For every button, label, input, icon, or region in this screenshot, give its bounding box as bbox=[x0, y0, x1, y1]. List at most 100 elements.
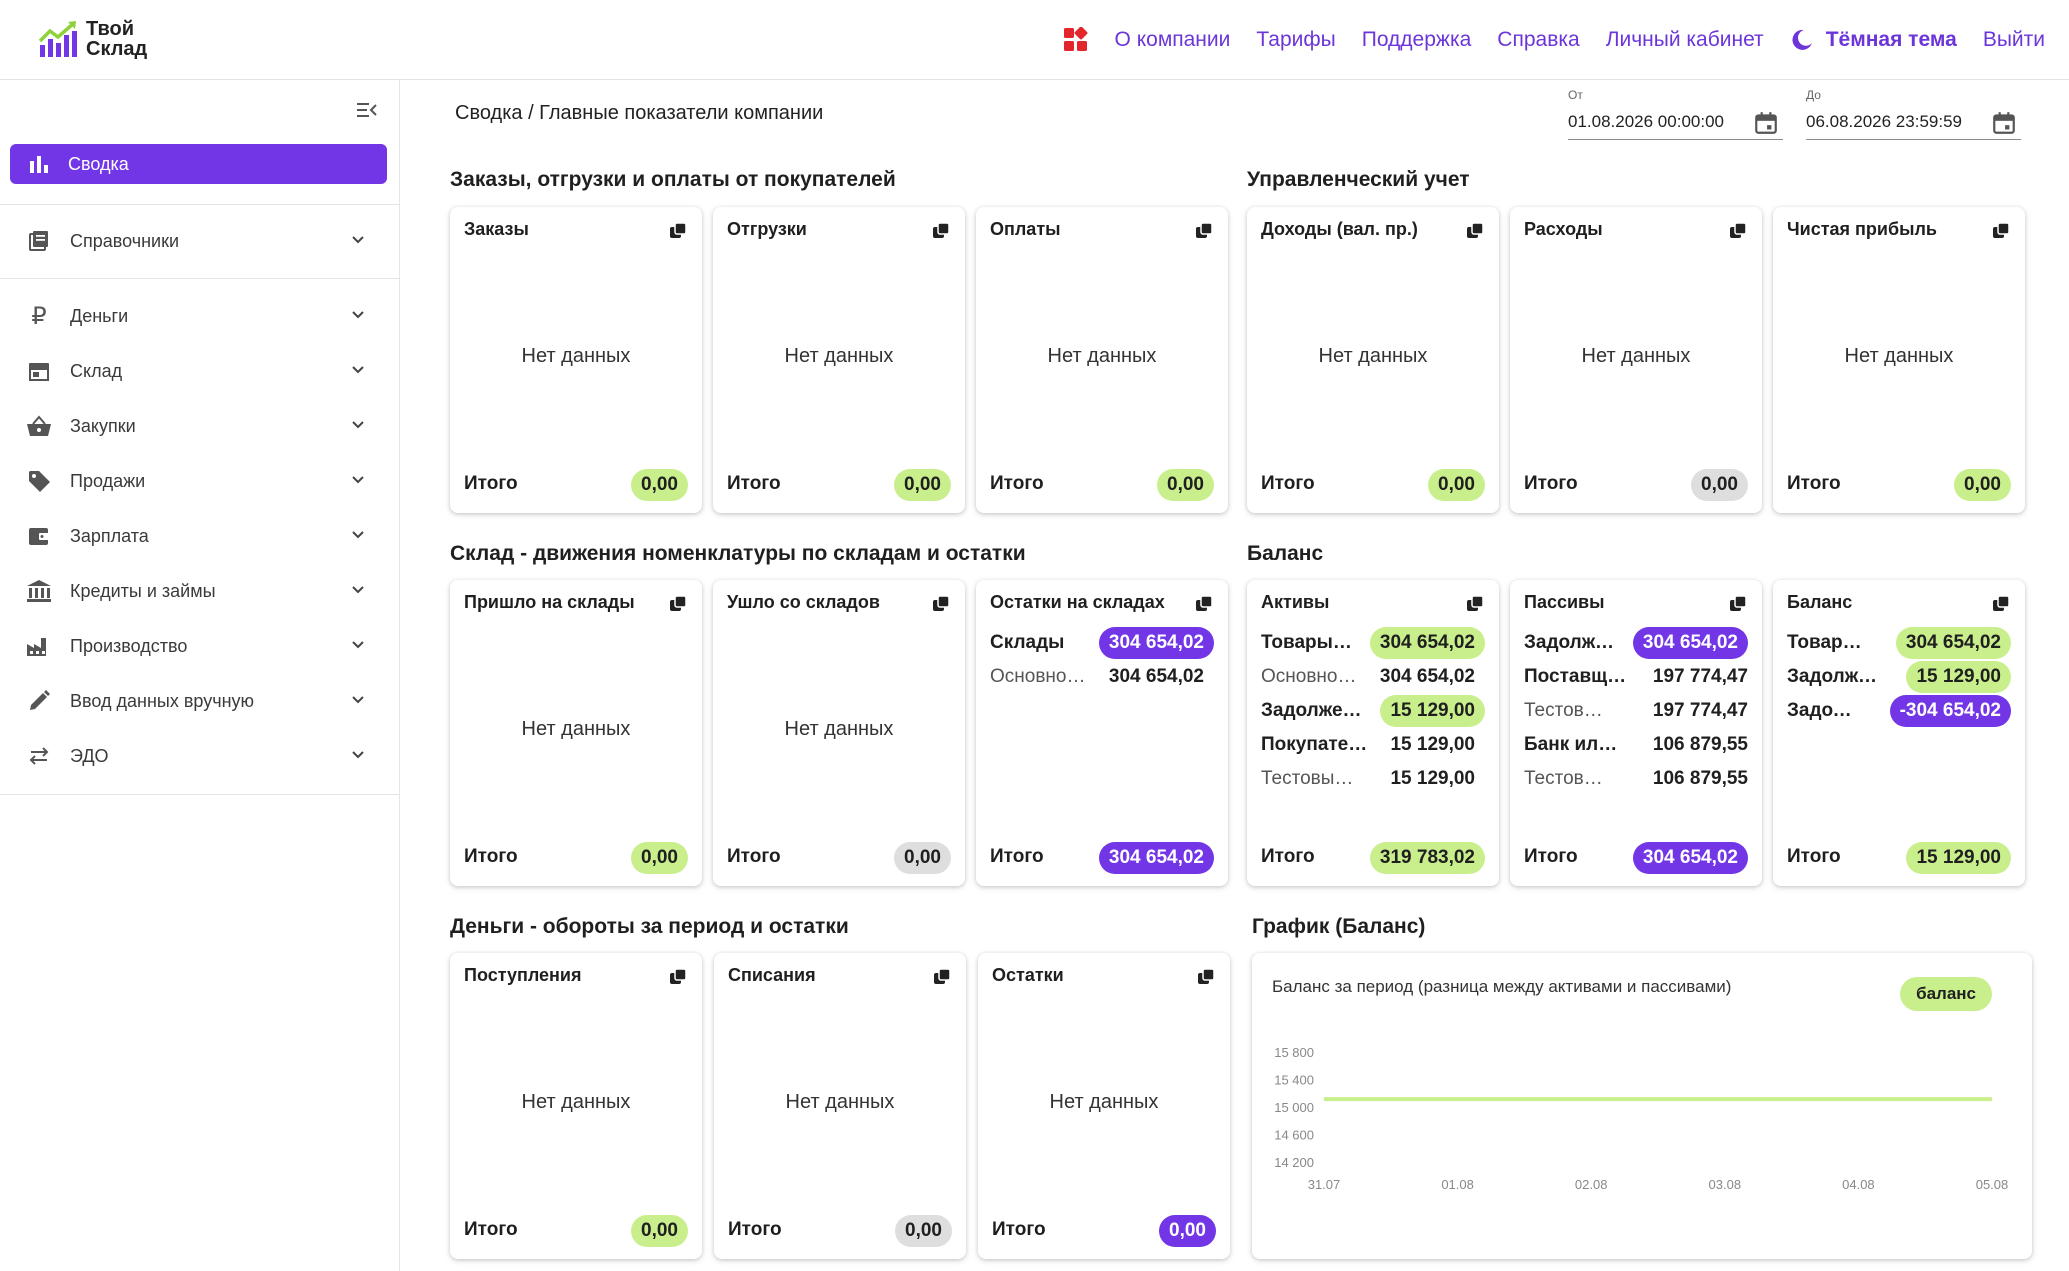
sidebar-item-label: Производство bbox=[70, 635, 188, 656]
sidebar-item-manual-input[interactable]: Ввод данных вручную bbox=[0, 676, 400, 726]
top-header: Твой Склад О компании Тарифы Поддержка С… bbox=[0, 0, 2069, 80]
x-tick-label: 01.08 bbox=[1441, 1177, 1474, 1192]
total-label: Итого bbox=[727, 473, 781, 494]
sidebar-item-warehouse[interactable]: Склад bbox=[0, 346, 400, 396]
expand-icon[interactable] bbox=[1991, 221, 2011, 241]
date-from-value[interactable]: 01.08.2026 00:00:00 bbox=[1568, 112, 1724, 131]
card-title: Расходы bbox=[1524, 219, 1603, 239]
sidebar-item-summary[interactable]: Сводка bbox=[10, 144, 387, 184]
sidebar-item-edo[interactable]: ЭДО bbox=[0, 731, 400, 781]
card-title: Доходы (вал. пр.) bbox=[1261, 219, 1418, 239]
nav-tariffs-link[interactable]: Тарифы bbox=[1256, 28, 1336, 51]
date-to-field[interactable]: До 06.08.2026 23:59:59 bbox=[1806, 88, 2021, 140]
breadcrumb: Сводка / Главные показатели компании bbox=[455, 102, 824, 124]
total-label: Итого bbox=[1787, 846, 1841, 867]
sidebar-item-references[interactable]: Справочники bbox=[0, 216, 400, 266]
total-badge: 304 654,02 bbox=[1098, 842, 1214, 874]
no-data-text: Нет данных bbox=[784, 345, 894, 367]
sidebar-item-label: Справочники bbox=[70, 230, 180, 251]
sidebar-item-credits[interactable]: Кредиты и займы bbox=[0, 566, 400, 616]
dark-theme-toggle[interactable]: Тёмная тема bbox=[1790, 28, 1957, 52]
sidebar-item-label: Склад bbox=[70, 360, 123, 381]
expand-icon[interactable] bbox=[668, 221, 688, 241]
total-label: Итого bbox=[1524, 473, 1578, 494]
expand-icon[interactable] bbox=[1194, 594, 1214, 614]
no-data-text: Нет данных bbox=[521, 1091, 631, 1113]
nav-support-link[interactable]: Поддержка bbox=[1361, 28, 1472, 51]
nav-about-link[interactable]: О компании bbox=[1114, 28, 1231, 51]
total-badge: 0,00 bbox=[631, 1215, 688, 1247]
x-tick-label: 02.08 bbox=[1575, 1177, 1608, 1192]
expand-icon[interactable] bbox=[1728, 221, 1748, 241]
total-badge: 0,00 bbox=[1428, 469, 1485, 501]
expand-icon[interactable] bbox=[932, 967, 952, 987]
calendar-icon[interactable] bbox=[1753, 110, 1779, 136]
nav-help-link[interactable]: Справка bbox=[1497, 28, 1580, 51]
card-title: Ушло со складов bbox=[727, 592, 880, 612]
card-money-rest: Остатки Нет данных Итого 0,00 bbox=[978, 953, 1230, 1259]
expand-icon[interactable] bbox=[1196, 967, 1216, 987]
logo-line-2: Склад bbox=[86, 38, 148, 60]
sidebar-item-production[interactable]: Производство bbox=[0, 621, 400, 671]
sidebar-item-salary[interactable]: Зарплата bbox=[0, 511, 400, 561]
x-tick-label: 03.08 bbox=[1709, 1177, 1742, 1192]
card-stock-rest: Остатки на складах Склады 304 654,02 Осно… bbox=[976, 580, 1228, 886]
calendar-icon[interactable] bbox=[1991, 110, 2017, 136]
total-label: Итого bbox=[727, 846, 781, 867]
total-label: Итого bbox=[990, 473, 1044, 494]
card-money-out: Списания Нет данных Итого 0,00 bbox=[714, 953, 966, 1259]
expand-icon[interactable] bbox=[1194, 221, 1214, 241]
expand-icon[interactable] bbox=[931, 594, 951, 614]
expand-icon[interactable] bbox=[668, 967, 688, 987]
nav-account-link[interactable]: Личный кабинет bbox=[1605, 28, 1764, 51]
bank-icon bbox=[26, 578, 52, 604]
sidebar-item-money[interactable]: ₽ Деньги bbox=[0, 291, 400, 341]
sidebar-divider bbox=[0, 204, 400, 205]
chevron-down-icon bbox=[352, 311, 364, 319]
sidebar-item-purchases[interactable]: Закупки bbox=[0, 401, 400, 451]
card-row: Основной склад 304 654,02 bbox=[1261, 660, 1485, 694]
row-value-badge: 304 654,02 bbox=[1098, 627, 1214, 659]
sidebar-item-label: ЭДО bbox=[70, 745, 109, 766]
expand-icon[interactable] bbox=[1465, 594, 1485, 614]
sidebar-item-label: Закупки bbox=[70, 415, 136, 436]
no-data-text: Нет данных bbox=[784, 718, 894, 740]
y-tick-label: 15 000 bbox=[1274, 1100, 1314, 1115]
row-label: Основной склад bbox=[1261, 666, 1357, 687]
logout-link[interactable]: Выйти bbox=[1982, 28, 2045, 51]
card-row: Товары на складах 304 654,02 bbox=[1787, 626, 2011, 660]
expand-icon[interactable] bbox=[1728, 594, 1748, 614]
card-row: Товары на складах 304 654,02 bbox=[1261, 626, 1485, 660]
card-title: Поступления bbox=[464, 965, 582, 985]
total-badge: 0,00 bbox=[894, 469, 951, 501]
chevron-down-icon bbox=[352, 236, 364, 244]
date-from-field[interactable]: От 01.08.2026 00:00:00 bbox=[1568, 88, 1783, 140]
expand-icon[interactable] bbox=[1465, 221, 1485, 241]
expand-icon[interactable] bbox=[931, 221, 951, 241]
total-badge: 0,00 bbox=[1954, 469, 2011, 501]
card-title: Остатки на складах bbox=[990, 592, 1165, 612]
no-data-text: Нет данных bbox=[1581, 345, 1691, 367]
x-tick-label: 04.08 bbox=[1842, 1177, 1875, 1192]
expand-icon[interactable] bbox=[1991, 594, 2011, 614]
collapse-sidebar-icon[interactable] bbox=[355, 98, 379, 122]
total-label: Итого bbox=[464, 1219, 518, 1240]
book-icon bbox=[26, 228, 52, 254]
card-title: Заказы bbox=[464, 219, 529, 239]
y-tick-label: 14 200 bbox=[1274, 1155, 1314, 1170]
chevron-down-icon bbox=[352, 696, 364, 704]
date-to-label: До bbox=[1806, 88, 1821, 102]
section-title-money: Деньги - обороты за период и остатки bbox=[450, 915, 849, 938]
balance-chart: 15 800 15 400 15 000 14 600 14 200 31.07 01.08… bbox=[1274, 1045, 2008, 1192]
chart-legend-balance[interactable]: баланс bbox=[1900, 977, 1992, 1011]
logo[interactable]: Твой Склад bbox=[38, 14, 147, 64]
expand-icon[interactable] bbox=[668, 594, 688, 614]
y-tick-label: 15 400 bbox=[1274, 1073, 1314, 1088]
sidebar-item-label: Продажи bbox=[70, 470, 146, 491]
sidebar-item-sales[interactable]: Продажи bbox=[0, 456, 400, 506]
date-to-value[interactable]: 06.08.2026 23:59:59 bbox=[1806, 112, 1962, 131]
balance-chart-card: Баланс за период (разница между активами… bbox=[1252, 953, 2032, 1259]
sidebar-item-label: Деньги bbox=[70, 305, 129, 326]
apps-icon[interactable] bbox=[1063, 27, 1089, 53]
sidebar-item-label: Ввод данных вручную bbox=[70, 690, 255, 711]
